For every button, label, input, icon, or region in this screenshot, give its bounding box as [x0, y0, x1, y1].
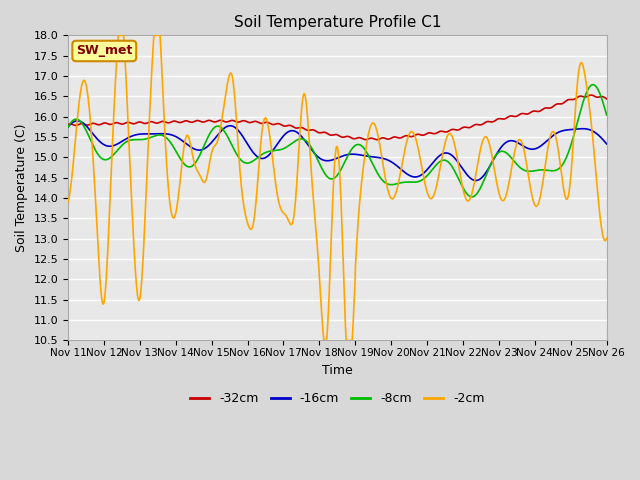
Legend: -32cm, -16cm, -8cm, -2cm: -32cm, -16cm, -8cm, -2cm: [185, 387, 490, 410]
Y-axis label: Soil Temperature (C): Soil Temperature (C): [15, 124, 28, 252]
X-axis label: Time: Time: [322, 364, 353, 377]
Text: SW_met: SW_met: [76, 45, 132, 58]
Title: Soil Temperature Profile C1: Soil Temperature Profile C1: [234, 15, 441, 30]
